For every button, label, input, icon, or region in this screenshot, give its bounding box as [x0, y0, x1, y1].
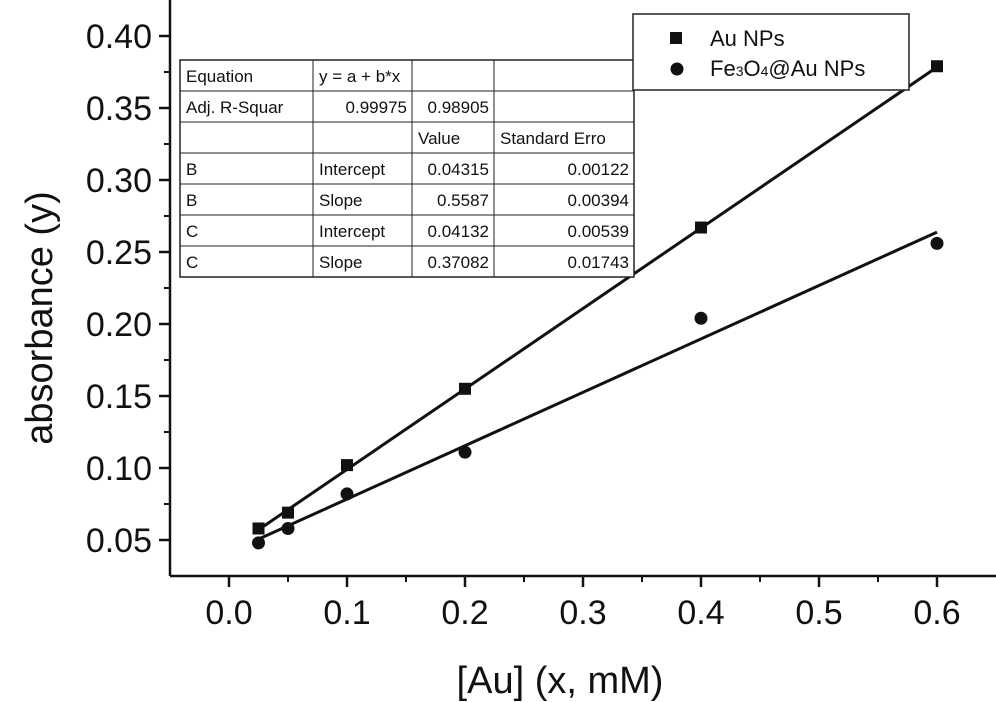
- legend-label-part: O: [743, 56, 760, 81]
- legend: Au NPs Fe3O4@Au NPs: [632, 13, 910, 91]
- y-tick-label: 0.10: [86, 450, 152, 488]
- table-cell: 0.04132: [428, 222, 489, 241]
- y-tick-label: 0.05: [86, 522, 152, 560]
- table-cell: y = a + b*x: [319, 67, 401, 86]
- table-cell: 0.37082: [428, 253, 489, 272]
- fit-line-series-0: [257, 65, 938, 531]
- point-square: [695, 221, 707, 234]
- y-tick-label: 0.25: [86, 234, 152, 272]
- table-cell: 0.00394: [568, 191, 629, 210]
- legend-label-part: 4: [761, 63, 769, 79]
- x-tick-label: 0.5: [795, 594, 842, 632]
- point-circle: [694, 311, 708, 325]
- table-cell: B: [186, 191, 197, 210]
- data-points: [252, 60, 944, 550]
- table-cell: 0.5587: [437, 191, 489, 210]
- x-axis-title: [Au] (x, mM): [457, 660, 664, 702]
- legend-label-part: Fe: [710, 56, 736, 81]
- y-tick-label: 0.30: [86, 162, 152, 200]
- x-tick-label: 0.1: [323, 594, 370, 632]
- table-cell: C: [186, 253, 198, 272]
- point-circle: [930, 236, 944, 250]
- point-square: [931, 60, 943, 73]
- legend-marker-square: [670, 32, 682, 44]
- x-tick-label: 0.0: [205, 594, 252, 632]
- point-circle: [458, 445, 472, 459]
- table-cell: Slope: [319, 253, 362, 272]
- x-tick-label: 0.4: [677, 594, 724, 632]
- legend-label-part: 3: [736, 63, 744, 79]
- point-circle: [340, 487, 354, 501]
- table-cell: C: [186, 222, 198, 241]
- y-tick-label: 0.35: [86, 90, 152, 128]
- table-cell: 0.98905: [428, 98, 489, 117]
- point-circle: [281, 521, 295, 535]
- table-cell: Intercept: [319, 160, 385, 179]
- fit-results-table: Equation y = a + b*x Adj. R-Squar 0.99975 0.…: [179, 59, 635, 278]
- table-cell: 0.01743: [568, 253, 629, 272]
- point-square: [459, 382, 471, 395]
- axes: 0.0 0.1 0.2 0.3 0.4 0.5 0.6 0.05 0.10 0.15 0.20 0.2…: [19, 0, 996, 702]
- table-cell: Intercept: [319, 222, 385, 241]
- y-tick-label: 0.15: [86, 378, 152, 416]
- fit-lines: [257, 65, 938, 541]
- point-square: [252, 522, 265, 535]
- table-cell: Slope: [319, 191, 362, 210]
- y-tick-label: 0.20: [86, 306, 152, 344]
- fit-line-series-1: [257, 230, 938, 541]
- legend-box: [632, 13, 910, 91]
- table-cell: Adj. R-Squar: [186, 98, 284, 117]
- legend-label-part: @Au NPs: [768, 56, 865, 81]
- y-axis-title: absorbance (y): [19, 191, 61, 444]
- table-cell: Value: [418, 129, 460, 148]
- table-cell: 0.04315: [428, 160, 489, 179]
- table-cell: 0.99975: [346, 98, 407, 117]
- table-cell: 0.00539: [568, 222, 629, 241]
- legend-label-series-1: Fe3O4@Au NPs: [710, 56, 865, 81]
- point-circle: [252, 536, 265, 550]
- legend-label-series-0: Au NPs: [710, 26, 785, 51]
- point-square: [341, 459, 353, 472]
- table-border: [179, 59, 635, 278]
- legend-marker-circle: [670, 62, 684, 76]
- table-cell: Standard Erro: [500, 129, 606, 148]
- x-tick-label: 0.2: [441, 594, 488, 632]
- y-tick-label: 0.40: [86, 18, 152, 56]
- point-square: [282, 506, 294, 519]
- table-cell: Equation: [186, 67, 253, 86]
- x-tick-label: 0.6: [913, 594, 960, 632]
- table-cell: 0.00122: [568, 160, 629, 179]
- x-tick-label: 0.3: [559, 594, 606, 632]
- table-cell: B: [186, 160, 197, 179]
